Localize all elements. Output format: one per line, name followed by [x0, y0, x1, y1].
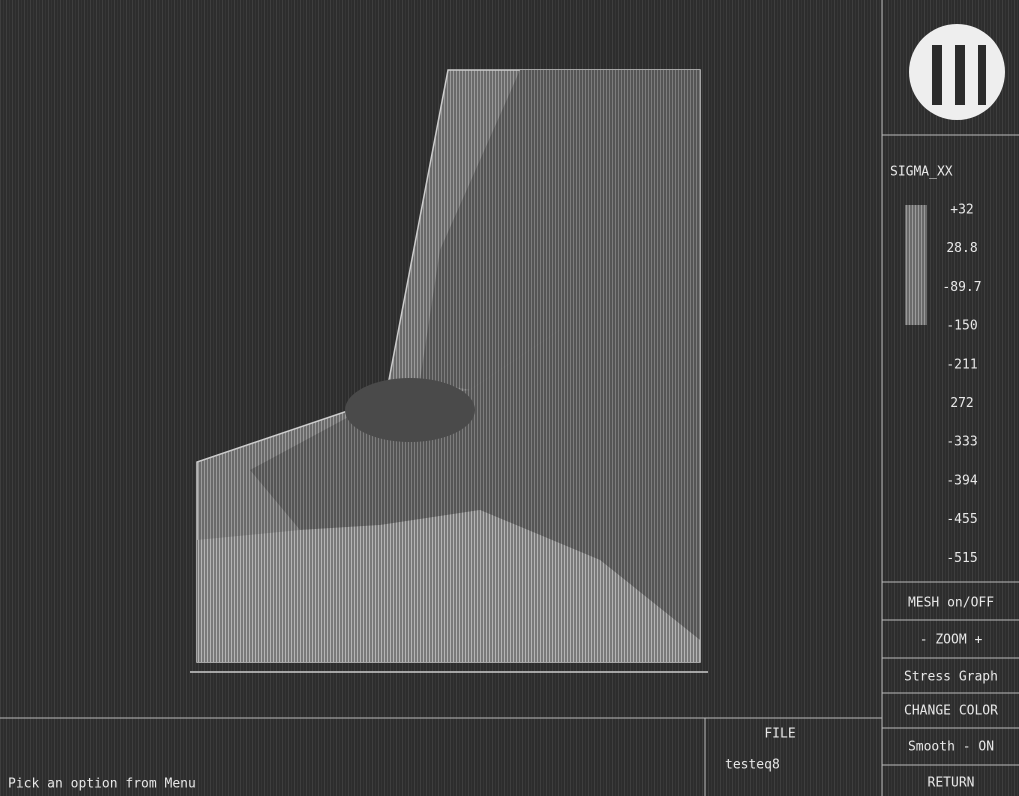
file-title: FILE: [764, 727, 795, 742]
menu-button[interactable]: MESH on/OFF: [908, 596, 994, 611]
status-message: Pick an option from Menu: [8, 777, 196, 792]
legend-label: -150: [946, 319, 977, 334]
legend-label: 272: [950, 396, 973, 411]
menu-button[interactable]: - ZOOM +: [920, 633, 983, 648]
menu-button[interactable]: Stress Graph: [904, 670, 998, 685]
legend-label: -211: [946, 357, 977, 372]
legend-label: +32: [950, 203, 973, 218]
menu-button[interactable]: RETURN: [928, 776, 975, 791]
legend-label: -515: [946, 551, 977, 566]
screen: FILE testeq8 Pick an option from Menu SI…: [0, 0, 1019, 796]
legend-label: -333: [946, 435, 977, 450]
file-name: testeq8: [725, 758, 780, 773]
legend-label: -394: [946, 473, 977, 488]
legend-label: -455: [946, 512, 977, 527]
legend-title: SIGMA_XX: [890, 165, 953, 180]
legend-label: 28.8: [946, 241, 977, 256]
menu-button[interactable]: Smooth - ON: [908, 740, 994, 755]
menu-button[interactable]: CHANGE COLOR: [904, 704, 998, 719]
legend-label: -89.7: [942, 280, 981, 295]
